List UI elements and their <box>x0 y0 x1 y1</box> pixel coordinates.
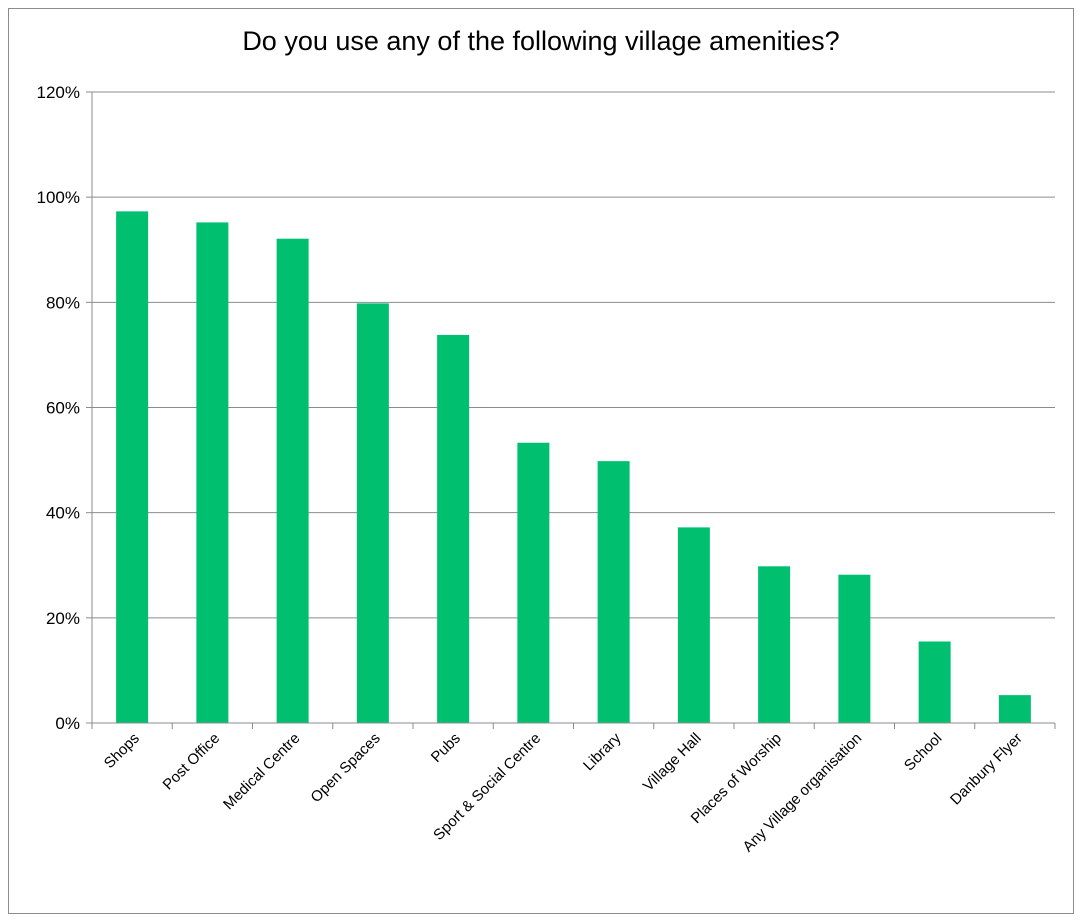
bar <box>918 641 951 723</box>
y-tick-label: 20% <box>46 609 80 628</box>
y-tick-label: 0% <box>55 714 80 733</box>
y-tick-label: 100% <box>37 188 80 207</box>
bar <box>437 334 470 723</box>
bar <box>758 566 791 723</box>
bar <box>196 222 229 723</box>
x-tick-label: Medical Centre <box>220 730 303 813</box>
bars <box>116 211 1031 723</box>
y-tick-label: 120% <box>37 83 80 102</box>
x-tick-label: School <box>901 730 945 774</box>
x-tick-label: Library <box>580 729 625 774</box>
x-tick-label: Open Spaces <box>307 730 383 806</box>
y-tick-label: 80% <box>46 293 80 312</box>
x-tick-label: Shops <box>101 730 143 772</box>
bar <box>517 442 550 723</box>
y-axis-ticks: 0% 20% 40% 60% 80% 100% 120% <box>37 83 92 733</box>
bar <box>998 695 1031 723</box>
bar <box>356 303 389 723</box>
bar <box>116 211 149 723</box>
bar <box>597 461 630 723</box>
y-tick-label: 60% <box>46 399 80 418</box>
x-tick-label: Pubs <box>428 730 464 766</box>
bar <box>838 574 871 723</box>
bar <box>276 238 309 723</box>
x-tick-label: Post Office <box>159 730 223 794</box>
y-tick-label: 40% <box>46 504 80 523</box>
bar <box>677 527 710 723</box>
gridlines <box>92 91 1055 619</box>
x-tick-label: Danbury Flyer <box>947 730 1026 809</box>
chart-title: Do you use any of the following village … <box>242 26 840 56</box>
x-axis <box>91 92 1056 729</box>
x-tick-label: Village Hall <box>640 730 705 795</box>
